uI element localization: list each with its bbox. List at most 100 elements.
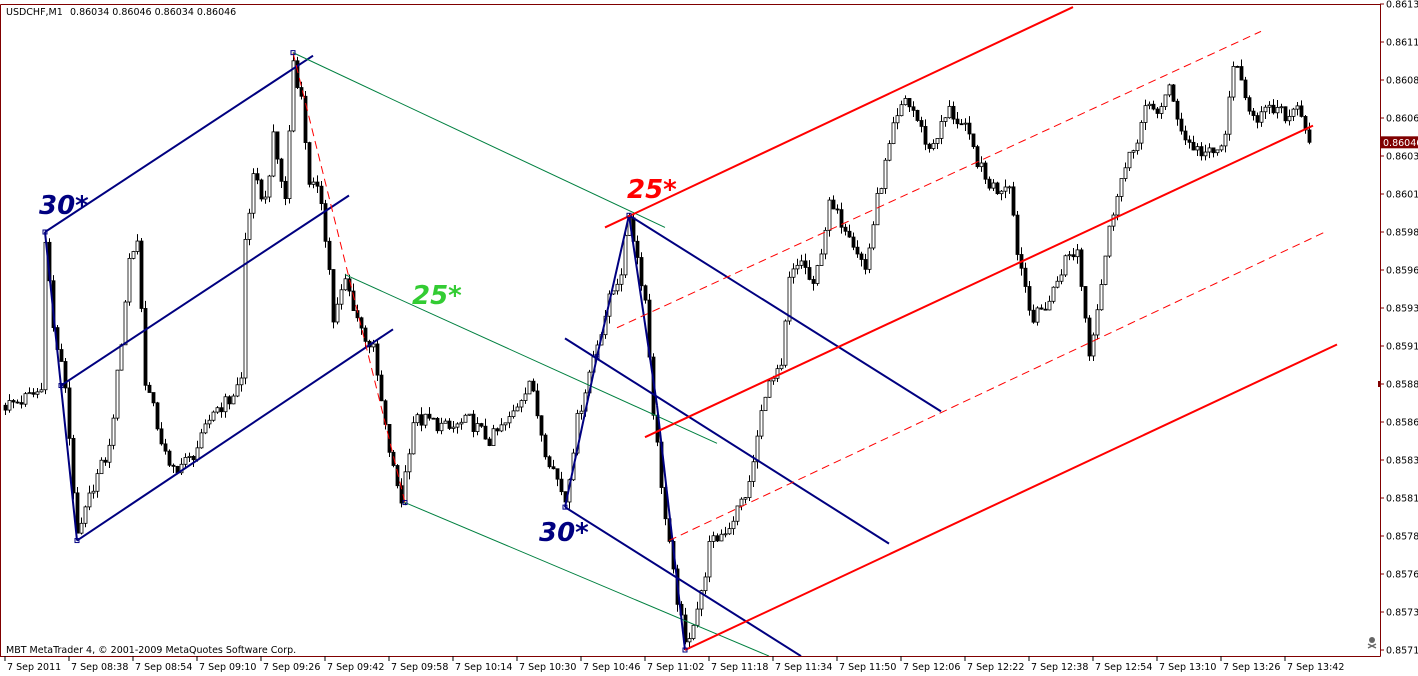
blue-channel-middle[interactable] [564, 337, 890, 545]
candle-bull [335, 303, 340, 323]
blue-channel-upper[interactable] [628, 214, 942, 413]
candle-bear [1023, 267, 1028, 287]
x-tick-label: 7 Sep 12:38 [1031, 662, 1088, 673]
drawings-layer[interactable] [42, 6, 1338, 657]
y-tick-label: 0.85762 [1386, 570, 1418, 581]
candle-bear [307, 142, 312, 185]
candle-bull [271, 131, 276, 177]
candle-bear [319, 185, 324, 204]
candle-bear [811, 279, 816, 284]
anchor-point-handle[interactable] [626, 212, 632, 218]
candle-bull [251, 173, 256, 214]
candle-bull [1295, 105, 1300, 110]
candle-bull [311, 181, 316, 185]
left-zigzag[interactable] [44, 231, 78, 541]
red-dashed-lower[interactable] [668, 231, 1326, 542]
annotation-25-green[interactable]: 25* [412, 281, 462, 311]
annotation-30-left[interactable]: 30* [39, 191, 89, 221]
candle-bull [527, 380, 532, 395]
candle-bear [471, 413, 476, 432]
candle-bull [1131, 150, 1136, 153]
candle-bear [547, 456, 552, 468]
candle-bull [243, 238, 248, 379]
annotation-25-red[interactable]: 25* [627, 175, 677, 205]
annotation-30-bottom[interactable]: 30* [539, 518, 589, 548]
candle-bear [15, 401, 20, 404]
anchor-point-handle[interactable] [290, 50, 296, 56]
candle-bull [871, 224, 876, 249]
candle-bear [551, 466, 556, 470]
candle-bull [1259, 111, 1264, 123]
green-channel-lower[interactable] [404, 502, 770, 657]
candle-bear [351, 290, 356, 311]
candle-bear [3, 404, 8, 411]
candle-bull [1275, 107, 1280, 114]
candle-bull [211, 411, 216, 421]
candle-bull [39, 389, 44, 393]
blue-channel-lower[interactable] [564, 506, 802, 656]
candle-bull [883, 159, 888, 189]
candle-bull [935, 138, 940, 144]
candle-bull [943, 117, 948, 122]
red-channel-middle[interactable] [644, 124, 1314, 439]
candle-bull [459, 421, 464, 425]
left-channel-lower[interactable] [76, 328, 394, 542]
candle-bear [331, 269, 336, 323]
candle-bear [1151, 103, 1156, 110]
x-tick-label: 7 Sep 13:26 [1223, 662, 1280, 673]
zigzag-2[interactable] [596, 215, 630, 357]
candle-bear [63, 361, 68, 389]
anchor-point-handle[interactable] [402, 500, 408, 506]
candle-bull [895, 115, 900, 124]
red-dashed-upper[interactable] [616, 30, 1262, 329]
green-channel-middle[interactable] [344, 274, 718, 444]
candle-bear [543, 434, 548, 458]
candle-bear [323, 203, 328, 242]
y-tick-label: 0.85862 [1386, 418, 1418, 429]
y-tick-label: 0.86062 [1386, 114, 1418, 125]
anchor-point-handle[interactable] [594, 354, 600, 360]
anchor-point-handle[interactable] [682, 647, 688, 653]
candle-bear [259, 179, 264, 200]
candle-bull [1123, 167, 1128, 179]
candle-bull [795, 264, 800, 270]
candle-bear [447, 420, 452, 429]
candle-bull [1051, 286, 1056, 302]
candle-bull [707, 541, 712, 578]
candle-bull [887, 143, 892, 161]
y-tick-label: 0.85712 [1386, 646, 1418, 657]
y-tick-label: 0.85937 [1386, 304, 1418, 315]
candle-bull [779, 364, 784, 370]
candle-bull [467, 413, 472, 416]
anchor-point-handle[interactable] [562, 504, 568, 510]
candle-bear [1211, 147, 1216, 154]
anchor-point-handle[interactable] [58, 383, 64, 389]
anchor-point-handle[interactable] [74, 538, 80, 544]
current-price-box [1381, 136, 1418, 149]
anchor-point-handle[interactable] [42, 229, 48, 235]
candle-bear [395, 465, 400, 487]
left-channel-middle[interactable] [60, 194, 350, 387]
candle-bull [787, 276, 792, 322]
y-tick-label: 0.85787 [1386, 532, 1418, 543]
candle-bull [23, 393, 28, 405]
green-channel-upper[interactable] [292, 52, 666, 228]
candle-bear [1087, 317, 1092, 357]
candle-bull [1143, 105, 1148, 123]
candle-bear [847, 230, 852, 238]
candle-bull [931, 143, 936, 149]
skull-crossbones-icon[interactable] [1367, 637, 1377, 649]
zigzag-1[interactable] [564, 356, 598, 508]
zigzag-4[interactable] [656, 405, 686, 651]
red-channel-lower[interactable] [684, 343, 1338, 651]
candle-bull [1219, 145, 1224, 151]
candle-bear [975, 146, 980, 168]
candle-bear [31, 392, 36, 395]
candle-bull [1215, 149, 1220, 154]
candle-bear [391, 451, 396, 466]
red-channel-upper[interactable] [604, 6, 1074, 229]
zigzag-3[interactable] [628, 215, 658, 406]
candle-bull [939, 121, 944, 139]
left-channel-upper[interactable] [44, 54, 314, 233]
